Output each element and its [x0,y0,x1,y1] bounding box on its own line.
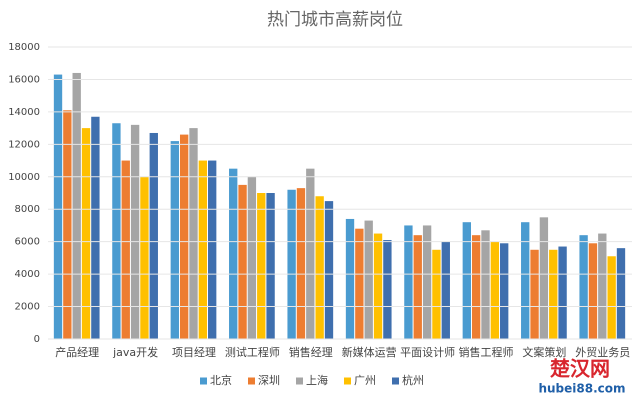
bar [198,160,208,339]
bar [500,243,509,339]
bar [616,248,626,339]
bar [208,160,217,339]
x-tick-label: 文案策划 [522,345,566,359]
bar [588,243,598,339]
bar [422,225,432,339]
bar [383,240,392,339]
legend-label: 深圳 [258,374,280,387]
bar [462,222,471,339]
bar [238,184,247,339]
y-tick-label: 14000 [8,107,40,118]
bar [471,235,481,339]
x-tick-label: 销售经理 [289,345,333,359]
bar [530,249,539,339]
bar [257,193,266,339]
legend-label: 杭州 [402,373,424,387]
x-tick-label: 项目经理 [172,346,216,359]
chart-title: 热门城市高薪岗位 [267,10,403,30]
x-tick-label: 产品经理 [55,345,99,359]
bar [355,228,364,339]
x-tick-label: 外贸业务员 [575,346,630,359]
bar [607,256,616,339]
x-tick-label: 平面设计师 [400,346,455,359]
bar [404,225,413,339]
bar [306,168,315,339]
y-tick-label: 12000 [8,139,40,150]
legend-swatch [392,377,399,385]
bar [112,123,121,339]
bar [315,196,324,339]
bar [81,128,91,339]
bar [296,188,306,339]
bar [373,233,383,339]
bar [140,176,149,339]
bar [189,128,198,339]
bar [63,110,72,340]
bar [432,249,441,339]
y-tick-label: 2000 [15,302,40,313]
legend-label: 北京 [210,373,232,387]
x-tick-label: 测试工程师 [225,346,280,359]
legend-label: 广州 [354,374,376,387]
bar [549,249,558,339]
bar [598,233,607,339]
bar [121,160,130,339]
watermark-name: 楚汉网 [550,357,610,381]
bar [539,217,549,339]
y-tick-label: 4000 [15,269,40,280]
bar [149,132,158,339]
bar [170,141,179,339]
bar [521,222,530,339]
bar [72,72,81,339]
bar [130,124,140,339]
y-tick-label: 10000 [8,172,40,183]
bar [441,241,450,339]
bar [53,74,63,340]
watermark-url: hubei88.com [538,382,625,396]
legend-swatch [296,377,303,385]
bar [179,134,189,339]
bar [91,116,100,339]
y-tick-label: 16000 [8,74,40,85]
x-tick-label: java开发 [112,345,158,359]
bar [558,246,567,339]
bar [364,220,373,339]
legend-swatch [200,377,207,385]
bar [345,218,355,339]
x-tick-label: 新媒体运营 [342,345,397,359]
bar [490,241,500,339]
bar [413,235,422,339]
bar [324,201,334,339]
bar [247,176,257,339]
x-tick-label: 销售工程师 [459,345,514,359]
bar [287,189,296,339]
y-tick-label: 0 [34,334,40,345]
legend-label: 上海 [306,373,328,387]
y-tick-label: 18000 [8,42,40,53]
y-tick-label: 8000 [15,204,40,215]
legend-swatch [344,377,351,385]
y-tick-label: 6000 [15,237,40,248]
bar [229,168,238,339]
legend-swatch [248,377,255,385]
bar [266,193,275,339]
bar [579,235,588,339]
bar [481,230,490,339]
